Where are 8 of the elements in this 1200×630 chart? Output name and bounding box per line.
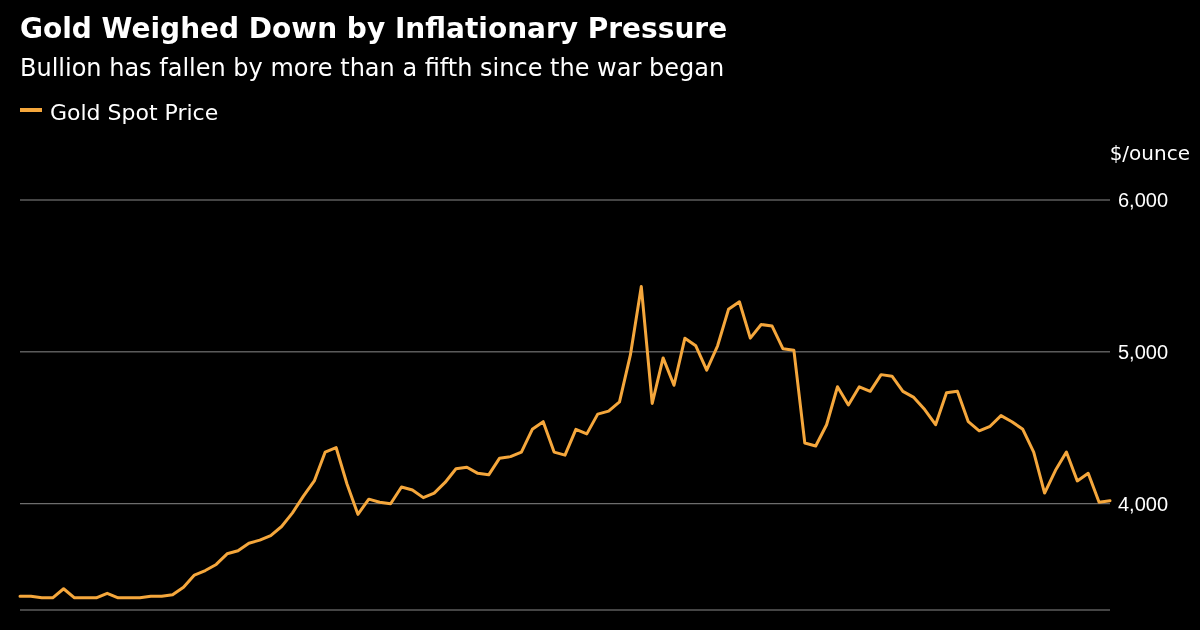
chart-title: Gold Weighed Down by Inflationary Pressure [20,12,728,45]
y-tick-label: 5,000 [1118,340,1169,363]
line-series [18,285,1112,600]
legend-label: Gold Spot Price [50,99,219,125]
y-axis-title: $/ounce [1109,141,1190,165]
chart-subtitle: Bullion has fallen by more than a fifth since the war began [20,54,725,82]
y-tick-label: 4,000 [1118,492,1169,515]
y-tick-label: 6,000 [1118,188,1169,211]
